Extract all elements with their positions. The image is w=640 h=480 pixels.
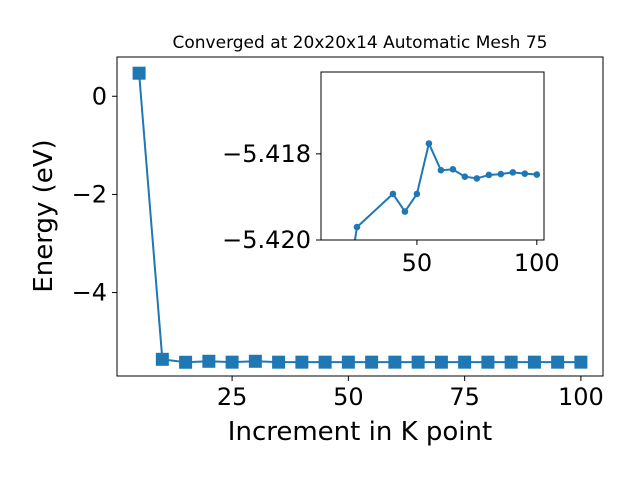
- inset-point: [353, 223, 361, 231]
- main-point: [504, 355, 518, 369]
- main-point: [155, 352, 169, 366]
- chart-title: Converged at 20x20x14 Automatic Mesh 75: [173, 33, 548, 53]
- inset-point: [401, 208, 409, 215]
- inset-background: [321, 72, 544, 240]
- inset-point: [521, 170, 529, 177]
- inset-point: [389, 190, 397, 198]
- main-point: [202, 354, 216, 368]
- main-point: [527, 355, 541, 369]
- inset-point: [509, 169, 517, 176]
- main-point: [481, 355, 495, 369]
- main-frame: [116, 56, 604, 377]
- inset-point: [413, 190, 421, 198]
- inset-x-tick-label: 50: [402, 249, 433, 277]
- main-point: [318, 355, 332, 369]
- main-point: [388, 355, 402, 369]
- main-point: [248, 354, 262, 368]
- main-y-tick-label: 0: [92, 82, 107, 110]
- inset-series: [353, 140, 541, 240]
- main-x-tick-label: 25: [217, 383, 248, 411]
- x-axis-label: Increment in K point: [228, 417, 492, 447]
- main-point: [434, 355, 448, 369]
- main-x-tick-label: 100: [558, 383, 604, 411]
- main-x-tick-label: 50: [333, 383, 364, 411]
- main-y-tick-label: −4: [72, 279, 107, 307]
- main-point: [272, 355, 286, 369]
- main-point: [551, 355, 565, 369]
- main-point: [365, 355, 379, 369]
- inset-y-tick-label: −5.420: [222, 226, 311, 254]
- inset-frame: [320, 71, 545, 241]
- main-point: [179, 355, 193, 369]
- main-x-tick-label: 75: [449, 383, 480, 411]
- main-point: [411, 355, 425, 369]
- y-axis-label: Energy (eV): [29, 139, 59, 292]
- main-point: [458, 355, 472, 369]
- main-point: [132, 66, 146, 80]
- inset-point: [533, 171, 541, 178]
- main-point: [574, 355, 588, 369]
- inset-point: [449, 166, 457, 173]
- inset-point: [461, 173, 469, 180]
- main-point: [225, 355, 239, 369]
- main-point: [295, 355, 309, 369]
- inset-y-tick-label: −5.418: [222, 140, 311, 168]
- inset-point: [425, 140, 433, 147]
- inset-point: [473, 175, 481, 182]
- inset-x-tick-label: 100: [514, 249, 560, 277]
- inset-plot: 50 100 −5.420 −5.418: [222, 71, 560, 277]
- inset-point: [437, 166, 445, 174]
- main-point: [341, 355, 355, 369]
- main-y-tick-label: −2: [72, 180, 107, 208]
- inset-point: [497, 170, 505, 178]
- main-series: [132, 66, 588, 369]
- inset-point: [485, 171, 493, 179]
